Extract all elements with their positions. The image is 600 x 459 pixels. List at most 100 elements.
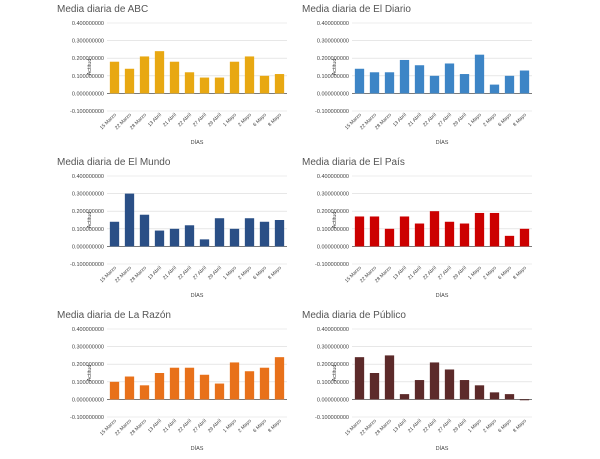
x-tick-label: 1 Mayo [467, 112, 483, 128]
x-tick-label: 22 Abril [422, 265, 438, 281]
x-tick-label: 8 Mayo [267, 112, 283, 128]
y-tick-label: 0.100000000 [317, 227, 349, 233]
x-tick-label: 27 Abril [437, 112, 453, 128]
y-tick-label: -0.100000000 [70, 109, 104, 115]
x-tick-label: 6 Mayo [252, 112, 268, 128]
x-tick-label: 2 Mayo [237, 265, 253, 281]
bar-3 [384, 228, 395, 247]
y-tick-label: 0.200000000 [72, 362, 104, 368]
chart-title: Media diaria de El País [302, 157, 405, 168]
y-tick-label: 0.300000000 [72, 345, 104, 351]
bar-2 [124, 376, 135, 400]
y-tick-label: 0.000000000 [317, 91, 349, 97]
x-axis-label: DÍAS [191, 445, 204, 452]
bar-chart-el-mundo: 0.400000000 0.300000000 0.200000000 0.10000… [70, 174, 287, 299]
x-tick-label: 27 Abril [192, 265, 208, 281]
x-tick-label: 1 Mayo [467, 418, 483, 434]
bar-6 [429, 362, 440, 400]
x-axis-label: DÍAS [191, 292, 204, 299]
y-tick-label: 0.400000000 [72, 174, 104, 180]
x-tick-label: 21 Abril [162, 418, 178, 434]
bar-5 [414, 223, 425, 247]
x-axis-label: DÍAS [436, 292, 449, 299]
bar-9 [474, 385, 485, 400]
bar-2 [124, 193, 135, 247]
bar-11 [259, 221, 270, 247]
x-tick-label: 13 Abril [392, 112, 408, 128]
x-tick-label: 6 Mayo [497, 265, 513, 281]
bar-6 [184, 72, 195, 94]
bar-chart-el-pais: 0.400000000 0.300000000 0.200000000 0.10000… [315, 174, 532, 299]
x-tick-label: 6 Mayo [497, 418, 513, 434]
y-tick-label: 0.400000000 [72, 21, 104, 27]
bar-chart-el-diario: 0.400000000 0.300000000 0.200000000 0.10000… [315, 21, 532, 146]
bar-12 [519, 399, 530, 401]
x-tick-label: 21 Abril [407, 112, 423, 128]
bar-5 [169, 61, 180, 94]
bar-1 [109, 221, 120, 247]
bar-4 [154, 51, 165, 94]
bar-7 [199, 77, 210, 94]
bar-11 [504, 394, 515, 400]
bar-6 [184, 225, 195, 247]
bar-4 [399, 394, 410, 400]
y-tick-label: 0.100000000 [72, 380, 104, 386]
x-tick-label: 21 Abril [407, 418, 423, 434]
bar-8 [459, 74, 470, 94]
y-tick-label: 0.400000000 [72, 327, 104, 333]
y-tick-label: 0.200000000 [72, 56, 104, 62]
x-tick-label: 28 Marzo [129, 418, 148, 437]
x-tick-label: 27 Abril [437, 418, 453, 434]
bar-7 [444, 63, 455, 94]
x-axis-label: DÍAS [191, 139, 204, 146]
bar-5 [169, 367, 180, 400]
y-tick-label: 0.000000000 [72, 91, 104, 97]
y-tick-label: 0.400000000 [317, 327, 349, 333]
y-tick-label: 0.100000000 [317, 380, 349, 386]
x-tick-label: 21 Abril [162, 265, 178, 281]
x-tick-label: 13 Abril [392, 265, 408, 281]
bar-8 [459, 223, 470, 247]
bar-2 [124, 68, 135, 94]
chart-title: Media diaria de La Razón [57, 310, 171, 321]
x-tick-label: 13 Abril [147, 265, 163, 281]
x-tick-label: 22 Abril [177, 418, 193, 434]
chart-panel-el-pais: 0.400000000 0.300000000 0.200000000 0.10000… [300, 156, 590, 306]
bar-1 [109, 61, 120, 94]
bar-7 [444, 369, 455, 400]
y-tick-label: 0.300000000 [317, 345, 349, 351]
x-tick-label: 13 Abril [392, 418, 408, 434]
bar-9 [229, 61, 240, 94]
bar-11 [504, 75, 515, 94]
x-tick-label: 29 Abril [452, 418, 468, 434]
bar-6 [429, 211, 440, 247]
y-axis-label: Actitud [87, 59, 93, 76]
bar-3 [139, 214, 150, 247]
x-tick-label: 29 Abril [207, 112, 223, 128]
bar-chart-abc: 0.400000000 0.300000000 0.200000000 0.10000… [70, 21, 287, 146]
y-tick-label: 0.300000000 [317, 192, 349, 198]
bar-4 [154, 230, 165, 247]
bar-7 [444, 221, 455, 247]
x-tick-label: 6 Mayo [252, 418, 268, 434]
bar-2 [369, 373, 380, 400]
x-axis-label: DÍAS [436, 445, 449, 452]
bar-12 [519, 70, 530, 94]
x-tick-label: 2 Mayo [482, 112, 498, 128]
x-tick-label: 27 Abril [192, 112, 208, 128]
x-tick-label: 28 Marzo [129, 112, 148, 131]
bar-3 [139, 56, 150, 94]
bar-1 [354, 357, 365, 400]
y-tick-label: 0.400000000 [317, 21, 349, 27]
y-tick-label: -0.100000000 [315, 262, 349, 268]
bar-5 [414, 380, 425, 400]
x-axis-label: DÍAS [436, 139, 449, 146]
bar-6 [184, 367, 195, 400]
y-axis-label: Actitud [87, 212, 93, 229]
bar-6 [429, 75, 440, 94]
bar-3 [384, 72, 395, 94]
bar-chart-la-razon: 0.400000000 0.300000000 0.200000000 0.10000… [70, 327, 287, 452]
x-tick-label: 6 Mayo [252, 265, 268, 281]
x-tick-label: 29 Abril [452, 265, 468, 281]
